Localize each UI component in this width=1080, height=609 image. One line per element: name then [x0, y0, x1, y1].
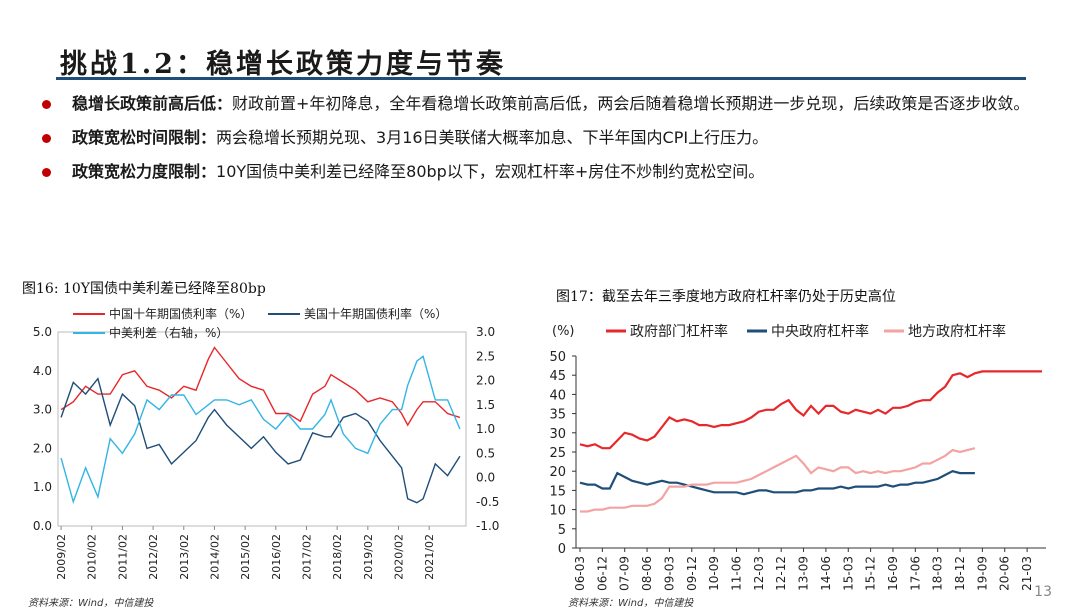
y-tick-label: 35: [549, 408, 566, 423]
page-number: 13: [1034, 584, 1052, 600]
y2-tick-label: 0.5: [476, 446, 495, 460]
bullet-heading: 稳增长政策前高后低：: [72, 94, 233, 113]
x-tick-label: 18-12: [953, 556, 967, 591]
x-tick-label: 2011/02: [116, 534, 129, 580]
y-tick-label: 45: [549, 369, 566, 384]
x-tick-label: 2016/02: [270, 534, 283, 580]
y-tick-label: 0: [558, 542, 566, 557]
x-tick-label: 21-03: [1020, 556, 1034, 591]
y2-tick-label: 1.0: [476, 422, 495, 436]
x-tick-label: 17-06: [908, 556, 922, 591]
x-tick-label: 15-12: [864, 556, 878, 591]
series-line: [579, 370, 1042, 450]
legend-label: 地方政府杠杆率: [908, 323, 1006, 340]
y-tick-label: 0.0: [33, 519, 52, 533]
legend-label: 中国十年期国债利率（%）: [109, 306, 252, 321]
y2-tick-label: -0.5: [476, 495, 499, 509]
bullet-dot-icon: [42, 100, 51, 109]
legend-label: 中央政府杠杆率: [771, 323, 869, 340]
y2-tick-label: -1.0: [476, 519, 499, 533]
x-tick-label: 2020/02: [393, 534, 406, 580]
x-tick-label: 18-03: [931, 556, 945, 591]
y2-tick-label: 1.5: [476, 398, 495, 412]
x-tick-label: 08-06: [640, 556, 654, 591]
x-tick-label: 12-03: [752, 556, 766, 591]
bullet-dot-icon: [42, 168, 51, 177]
x-tick-label: 13-09: [797, 556, 811, 591]
y2-tick-label: 2.0: [476, 374, 495, 388]
legend-label: 中美利差（右轴，%）: [109, 325, 228, 340]
x-tick-label: 2012/02: [147, 534, 160, 580]
y-unit-label: (%): [552, 324, 575, 339]
legend-label: 政府部门杠杆率: [630, 323, 728, 340]
y2-tick-label: 3.0: [476, 325, 495, 339]
y-tick-label: 3.0: [33, 403, 52, 417]
slide-title: 挑战1.2：稳增长政策力度与节奏: [60, 49, 506, 80]
chart1-rate-spread: 0.0 1.0 2.0 3.0 4.0 5.0 -1.0 -0.5 0.0 0.5 1.0 1.5 2.…: [33, 306, 500, 580]
bullet-item: 政策宽松时间限制：两会稳增长预期兑现、3月16日美联储大概率加息、下半年国内CP…: [42, 126, 1052, 150]
chart1-caption: 图16: 10Y国债中美利差已经降至80bp: [22, 281, 266, 297]
bullet-heading: 政策宽松力度限制：: [72, 162, 217, 181]
x-tick-label: 2018/02: [331, 534, 344, 580]
x-tick-label: 15-03: [841, 556, 855, 591]
series-line: [580, 447, 976, 513]
y-tick-label: 50: [549, 350, 566, 365]
x-tick-label: 2021/02: [423, 534, 436, 580]
title-divider: [56, 77, 1026, 80]
series-line: [60, 346, 461, 427]
x-tick-label: 12-12: [774, 556, 788, 591]
x-tick-label: 2010/02: [86, 534, 99, 580]
x-tick-label: 2009/02: [55, 534, 68, 580]
x-tick-label: 14-06: [819, 556, 833, 591]
x-tick-label: 2015/02: [239, 534, 252, 580]
x-tick-label: 16-09: [886, 556, 900, 591]
chart2-gov-leverage: (%) 0 5 10 15 20 25 30 35 40 45 50 06-03 06-12 07-09 08…: [549, 323, 1046, 591]
y-tick-label: 5.0: [33, 325, 52, 339]
y-tick-label: 2.0: [33, 441, 52, 455]
y-tick-label: 10: [549, 504, 566, 519]
y-tick-label: 40: [549, 388, 566, 403]
bullet-list: 稳增长政策前高后低：财政前置+年初降息，全年看稳增长政策前高后低，两会后随着稳增…: [42, 92, 1052, 194]
bullet-text: 两会稳增长预期兑现、3月16日美联储大概率加息、下半年国内CPI上行压力。: [216, 128, 769, 147]
x-tick-label: 10-09: [707, 556, 721, 591]
x-tick-label: 06-12: [595, 556, 609, 591]
y2-tick-label: 0.0: [476, 471, 495, 485]
chart2-source: 资料来源：Wind，中信建投: [568, 598, 694, 609]
y-tick-label: 5: [558, 523, 566, 538]
y2-tick-label: 2.5: [476, 349, 495, 363]
y-tick-label: 25: [549, 446, 566, 461]
x-tick-label: 06-03: [573, 556, 587, 591]
bullet-text: 财政前置+年初降息，全年看稳增长政策前高后低，两会后随着稳增长预期进一步兑现，后…: [232, 94, 1030, 113]
x-tick-label: 09-03: [662, 556, 676, 591]
x-tick-label: 2019/02: [362, 534, 375, 580]
series-line: [60, 355, 461, 505]
y-tick-label: 4.0: [33, 364, 52, 378]
x-tick-label: 2013/02: [178, 534, 191, 580]
y-tick-label: 20: [549, 465, 566, 480]
bullet-text: 10Y国债中美利差已经降至80bp以下，宏观杠杆率+房住不炒制约宽松空间。: [216, 162, 765, 181]
chart2-caption: 图17：截至去年三季度地方政府杠杆率仍处于历史高位: [556, 289, 896, 305]
x-tick-label: 19-09: [975, 556, 989, 591]
bullet-heading: 政策宽松时间限制：: [72, 128, 217, 147]
legend-label: 美国十年期国债利率（%）: [304, 306, 447, 321]
bullet-item: 政策宽松力度限制：10Y国债中美利差已经降至80bp以下，宏观杠杆率+房住不炒制…: [42, 160, 1052, 184]
y-tick-label: 30: [549, 427, 566, 442]
plot-frame: [57, 331, 467, 527]
series-line: [579, 470, 975, 496]
chart1-source: 资料来源：Wind，中信建投: [28, 598, 154, 609]
x-tick-label: 07-09: [618, 556, 632, 591]
x-tick-label: 2014/02: [208, 534, 221, 580]
x-tick-label: 11-06: [729, 556, 743, 591]
bullet-item: 稳增长政策前高后低：财政前置+年初降息，全年看稳增长政策前高后低，两会后随着稳增…: [42, 92, 1052, 116]
x-tick-label: 09-12: [685, 556, 699, 591]
x-tick-label: 2017/02: [300, 534, 313, 580]
series-line: [60, 377, 461, 504]
bullet-dot-icon: [42, 134, 51, 143]
x-tick-label: 20-06: [998, 556, 1012, 591]
y-tick-label: 1.0: [33, 480, 52, 494]
y-tick-label: 15: [549, 484, 566, 499]
